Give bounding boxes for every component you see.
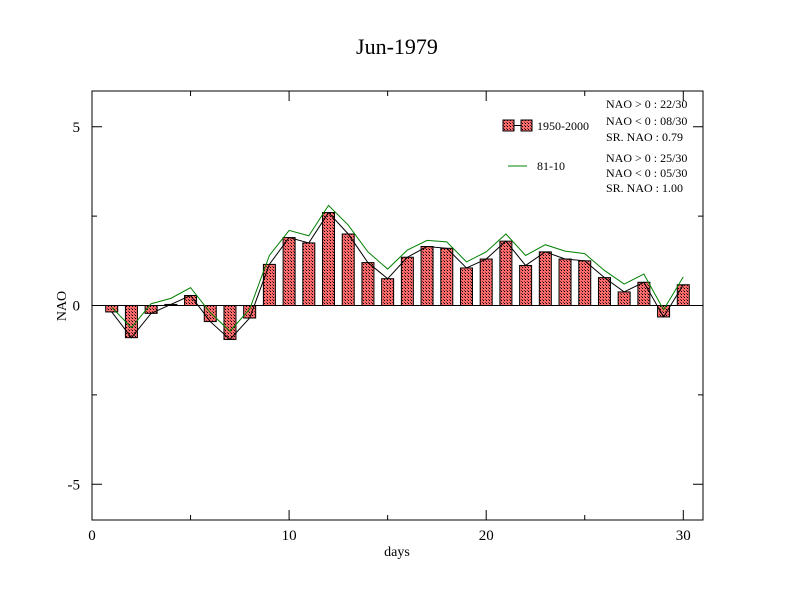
x-tick-label: 0 xyxy=(88,528,96,544)
bar-day-26 xyxy=(597,277,611,306)
bar-day-11 xyxy=(302,242,316,306)
legend-label-1950-2000: 1950-2000 xyxy=(537,119,589,133)
line-81-10 xyxy=(111,204,684,332)
bar-day-18 xyxy=(440,247,454,307)
bar-day-14 xyxy=(361,262,375,307)
bar-day-25 xyxy=(578,260,592,306)
x-tick-label: 20 xyxy=(479,528,494,544)
bar-day-22 xyxy=(519,264,533,306)
bar-day-23 xyxy=(538,251,552,306)
y-axis-label: NAO xyxy=(55,291,70,321)
bar-day-15 xyxy=(381,278,395,306)
bar-day-19 xyxy=(459,267,473,306)
y-tick-label: -5 xyxy=(68,477,81,493)
tick-labels: 0 10 20 30 -5 0 5 xyxy=(68,120,691,544)
bar-day-20 xyxy=(479,258,493,306)
bar-day-27 xyxy=(617,291,631,307)
legend-stat-8110-sr: SR. NAO : 1.00 xyxy=(606,181,683,195)
bar-series-1950-2000 xyxy=(105,212,690,340)
bar-day-10 xyxy=(282,237,296,306)
legend-stat-1950-sr: SR. NAO : 0.79 xyxy=(606,130,683,144)
bar-day-12 xyxy=(322,212,336,306)
legend-bar-swatch-right xyxy=(520,119,533,132)
y-tick-label: 0 xyxy=(73,299,81,315)
bar-day-16 xyxy=(400,256,414,306)
legend-stat-8110-neg: NAO < 0 : 05/30 xyxy=(606,166,687,180)
y-tick-label: 5 xyxy=(73,120,81,136)
chart-title: Jun-1979 xyxy=(356,34,438,59)
bar-day-13 xyxy=(341,233,355,306)
line-1950-2000 xyxy=(111,211,684,341)
bar-day-24 xyxy=(558,258,572,306)
line-series-81-10 xyxy=(111,204,684,341)
legend-bar-swatch-left xyxy=(502,119,515,132)
bar-day-21 xyxy=(499,240,513,306)
bar-day-28 xyxy=(637,281,651,307)
bar-day-30 xyxy=(676,284,690,307)
bar-day-17 xyxy=(420,246,434,306)
axis-ticks xyxy=(91,91,703,520)
bar-day-9 xyxy=(262,263,276,307)
x-tick-label: 10 xyxy=(282,528,297,544)
x-tick-label: 30 xyxy=(676,528,691,544)
bar-day-29 xyxy=(657,305,671,318)
legend-stat-8110-pos: NAO > 0 : 25/30 xyxy=(606,151,687,165)
x-axis-label: days xyxy=(384,545,410,560)
legend-stat-1950-neg: NAO < 0 : 08/30 xyxy=(606,114,687,128)
legend: 1950-2000 81-10 NAO > 0 : 22/30 NAO < 0 … xyxy=(502,97,687,195)
legend-stat-1950-pos: NAO > 0 : 22/30 xyxy=(606,97,687,111)
legend-label-81-10: 81-10 xyxy=(537,159,565,173)
